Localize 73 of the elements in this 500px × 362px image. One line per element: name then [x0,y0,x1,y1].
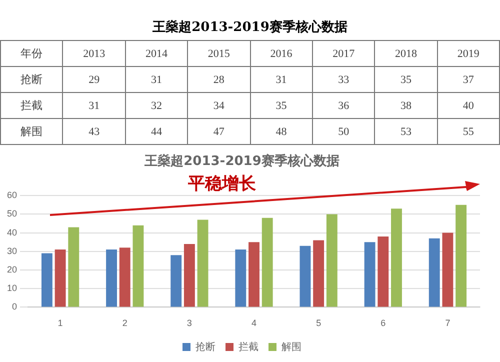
y-tick-label: 解围 [0,118,63,144]
x-tick-label: 2013 [62,40,126,66]
y-tick-label: 10 [6,283,18,294]
data-label: 36 [312,92,375,118]
x-tick-label: 2016 [250,40,312,66]
bar [68,227,80,307]
bar [456,204,467,307]
x-tick-label: 1 [58,318,63,328]
y-tick-label: 50 [6,208,18,219]
x-tick-label: 5 [316,318,322,328]
y-tick-label: 60 [6,190,18,200]
data-label: 38 [374,92,438,118]
data-label: 31 [250,66,312,92]
data-label: 55 [437,118,500,144]
chart-title: 王燊超2013-2019赛季核心数据 [152,18,348,37]
bar [378,236,389,307]
data-label: 29 [62,66,126,92]
bar [106,250,117,307]
bar [170,255,182,307]
data-label: 37 [437,66,500,92]
x-tick-label: 2017 [312,40,375,66]
bar [197,220,208,307]
data-label: 32 [125,92,188,118]
data-label: 28 [188,66,250,92]
x-tick-label: 2 [122,318,128,328]
text: 平稳增长 [188,173,256,195]
bar [119,248,130,307]
bar [300,246,311,307]
y-tick-label: 20 [6,264,18,274]
y-tick-label: 40 [6,227,18,238]
data-label: 40 [437,92,500,118]
bar [132,225,144,307]
x-axis-title: 年份 [0,40,63,66]
x-tick-label: 6 [380,318,386,328]
legend-label: 拦截 [238,340,258,353]
data-label: 50 [312,118,375,144]
y-tick-label: 抢断 [0,66,63,92]
bar [326,214,338,307]
x-tick-label: 3 [186,318,192,328]
data-label: 33 [312,66,375,92]
x-tick-label: 4 [252,318,257,328]
data-label: 43 [62,118,126,144]
x-tick-label: 2015 [188,40,250,66]
x-tick-label: 2018 [374,40,438,66]
data-label: 44 [125,118,188,144]
bar [391,208,402,307]
y-tick-label: 0 [12,302,18,312]
x-tick-label: 7 [445,318,450,328]
bar [248,242,260,307]
bar [262,218,273,307]
x-tick-label: 2019 [437,40,500,66]
bar [41,253,52,307]
bar [313,240,324,307]
x-tick-label: 2014 [125,40,188,66]
data-label: 53 [374,118,438,144]
bar [184,244,195,307]
bar [54,250,66,307]
data-label: 35 [250,92,312,118]
data-label: 34 [188,92,250,118]
data-label: 35 [374,66,438,92]
bar [364,242,376,307]
bar [428,238,440,307]
y-tick-label: 30 [6,246,18,256]
data-label: 48 [250,118,312,144]
data-label: 31 [125,66,188,92]
legend-label: 解围 [282,342,302,353]
legend-label: 抢断 [196,340,216,353]
y-tick-label: 拦截 [0,92,63,118]
chart-title: 王燊超2013-2019赛季核心数据 [144,153,340,170]
bar [442,232,454,307]
data-label: 31 [62,92,126,118]
bar [235,250,246,307]
data-label: 47 [188,118,250,144]
